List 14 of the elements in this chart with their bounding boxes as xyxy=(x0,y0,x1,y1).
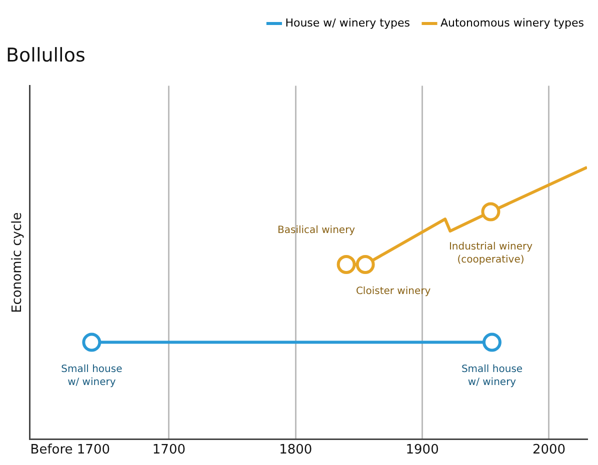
annotation: Cloister winery xyxy=(356,286,431,298)
chart-title: Bollullos xyxy=(6,44,86,66)
x-tick-label: 1700 xyxy=(152,442,186,458)
x-tick-label: 2000 xyxy=(532,442,566,458)
annotation: Small house w/ winery xyxy=(461,364,523,388)
y-axis-title: Economic cycle xyxy=(10,212,26,313)
annotation: Basilical winery xyxy=(278,225,356,236)
legend-label: Autonomous winery types xyxy=(440,16,584,30)
x-tick-label: Before 1700 xyxy=(30,442,110,458)
annotation: Industrial winery (cooperative) xyxy=(448,241,533,266)
legend-label: House w/ winery types xyxy=(285,16,410,30)
annotation: Small house w/ winery xyxy=(61,364,122,388)
x-tick-label: 1800 xyxy=(279,442,312,458)
x-tick-label: 1900 xyxy=(406,442,439,458)
